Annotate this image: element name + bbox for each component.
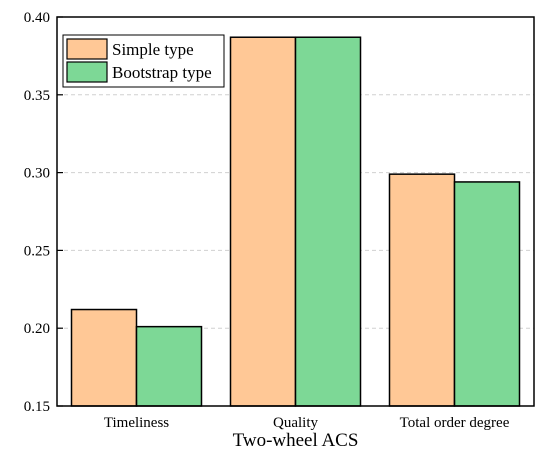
y-tick-label: 0.25 — [24, 243, 50, 259]
legend-label: Bootstrap type — [112, 63, 212, 82]
bar-bootstrap — [135, 325, 203, 407]
legend-swatch — [66, 38, 108, 60]
bar-bootstrap — [294, 36, 362, 407]
x-axis-title: Two-wheel ACS — [233, 430, 359, 451]
x-axis: Timeliness Quality Total order degree — [104, 400, 510, 431]
y-tick-label: 0.35 — [24, 88, 50, 104]
y-tick-label: 0.20 — [24, 321, 50, 337]
legend-swatch — [66, 61, 108, 83]
legend: Simple type Bootstrap type — [62, 34, 225, 88]
x-tick-label: Total order degree — [400, 415, 510, 431]
x-tick-label: Timeliness — [104, 415, 169, 431]
y-tick-label: 0.15 — [24, 399, 50, 415]
legend-label: Simple type — [112, 40, 194, 59]
bar-simple — [388, 173, 456, 407]
bar-simple — [229, 36, 297, 407]
bar-simple — [70, 308, 138, 407]
x-tick-label: Quality — [273, 415, 318, 431]
bars — [70, 36, 521, 407]
y-axis: 0.15 0.20 0.25 0.30 0.35 0.40 — [24, 10, 63, 415]
y-tick-label: 0.40 — [24, 10, 50, 26]
bar-bootstrap — [453, 181, 521, 407]
y-tick-label: 0.30 — [24, 166, 50, 182]
